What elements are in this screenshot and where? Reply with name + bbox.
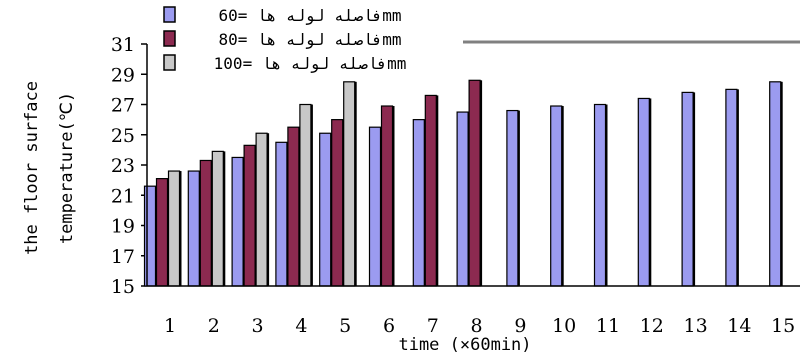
- bar-1: [725, 88, 738, 287]
- y-tick-label: 31: [111, 34, 135, 56]
- bar-2: [380, 105, 394, 287]
- y-tick-label: 19: [111, 216, 135, 238]
- y-tick-label: 21: [111, 185, 135, 207]
- y-tick-label: 25: [111, 125, 135, 147]
- legend-swatch-3: [163, 54, 176, 71]
- bar-3: [211, 150, 224, 287]
- bar-1: [143, 185, 157, 287]
- bar-1: [187, 170, 200, 287]
- bar-1: [637, 97, 650, 287]
- legend: فاصله لوله ها =60mm فاصله لوله ها =80mm فا…: [163, 6, 407, 74]
- bar-3: [299, 103, 312, 287]
- x-tick-label: 7: [427, 315, 439, 337]
- y-axis-title: the floor surface: [22, 81, 42, 255]
- bar-3: [167, 170, 181, 287]
- bar-2: [468, 79, 481, 287]
- x-tick-label: 12: [640, 315, 664, 337]
- legend-swatch-1: [163, 6, 176, 23]
- bar-2: [287, 126, 300, 287]
- bar-1: [231, 156, 244, 287]
- bar-1: [456, 111, 469, 287]
- y-axis-ticks: 15 17 19 21 23 25 27 29 31: [111, 34, 147, 298]
- y-tick-label: 27: [111, 95, 135, 117]
- bar-2: [331, 119, 344, 287]
- x-tick-label: 9: [514, 315, 526, 337]
- bar-1: [368, 126, 382, 287]
- x-tick-label: 14: [727, 315, 751, 337]
- x-tick-label: 5: [339, 315, 351, 337]
- x-tick-label: 8: [471, 315, 483, 337]
- bars: [143, 79, 783, 287]
- bar-1: [550, 105, 563, 287]
- x-tick-label: 1: [164, 315, 176, 337]
- bar-1: [319, 132, 332, 287]
- x-tick-label: 10: [552, 315, 576, 337]
- legend-swatch-2: [163, 30, 176, 47]
- bar-2: [155, 178, 169, 287]
- bar-1: [412, 119, 425, 287]
- legend-label-1: فاصله لوله ها =60mm: [218, 6, 401, 26]
- y-axis-title-line-2: temperature(℃): [57, 92, 77, 244]
- y-tick-label: 15: [111, 276, 135, 298]
- x-tick-label: 6: [383, 315, 395, 337]
- y-axis-title-2: temperature(℃): [57, 92, 77, 244]
- bar-1: [769, 81, 782, 287]
- y-tick-label: 29: [111, 64, 135, 86]
- x-tick-label: 3: [252, 315, 264, 337]
- bar-2: [199, 159, 212, 287]
- bar-1: [681, 91, 694, 287]
- y-tick-label: 17: [111, 246, 135, 268]
- x-axis-ticks: 1 2 3 4 5 6 7 8 9 10 11 12 13 14 15: [164, 315, 795, 337]
- y-tick-label: 23: [111, 155, 135, 177]
- bar-1: [506, 109, 519, 287]
- bar-1: [275, 141, 288, 287]
- x-tick-label: 11: [596, 315, 620, 337]
- bar-2: [243, 144, 256, 287]
- bar-3: [255, 132, 268, 287]
- y-axis-title-line-1: the floor surface: [22, 81, 42, 255]
- x-tick-label: 2: [208, 315, 220, 337]
- bar-1: [593, 103, 607, 287]
- legend-label-2: فاصله لوله ها =80mm: [218, 30, 401, 50]
- bar-3: [343, 81, 356, 287]
- x-axis-title: time (×60min): [398, 335, 531, 352]
- x-tick-label: 13: [684, 315, 708, 337]
- x-tick-label: 4: [295, 315, 307, 337]
- x-tick-label: 15: [771, 315, 795, 337]
- bar-2: [424, 94, 437, 287]
- legend-label-3: فاصله لوله ها =100mm: [214, 54, 407, 74]
